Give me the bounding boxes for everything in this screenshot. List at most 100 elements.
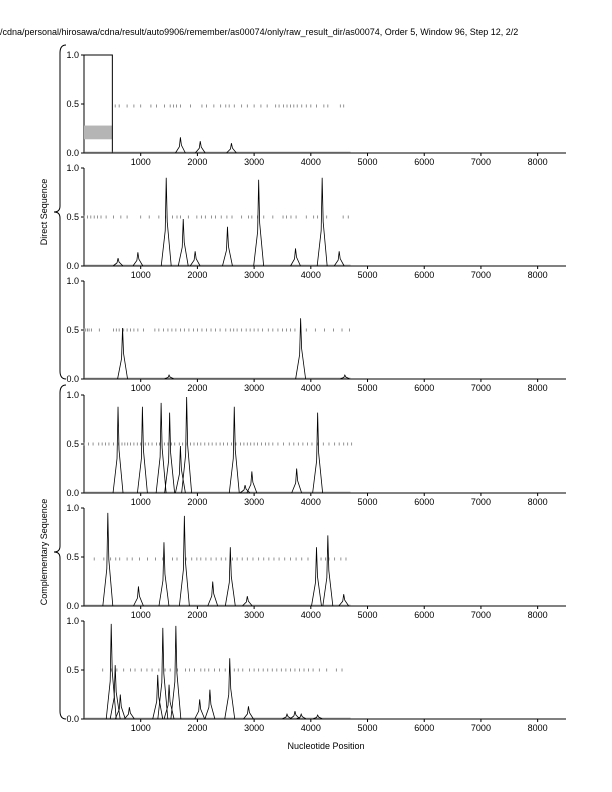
x-tick-label: 6000: [414, 270, 434, 280]
x-tick-label: 4000: [301, 610, 321, 620]
x-tick-label: 7000: [471, 610, 491, 620]
peak-line: [295, 318, 307, 380]
peak-line: [194, 141, 206, 154]
peak-line: [157, 627, 169, 720]
peak-line: [338, 594, 350, 607]
x-tick-label: 1000: [131, 723, 151, 733]
peak-line: [333, 251, 345, 267]
peak-line: [132, 252, 144, 267]
panel-1: 0.0 0.5 1.0 1000 2000 3000 4000 5000 6000 7000 800…: [66, 50, 566, 167]
x-tick-label: 3000: [244, 497, 264, 507]
y-tick-label: 0.0: [66, 601, 79, 611]
x-tick-label: 5000: [358, 270, 378, 280]
peak-line: [105, 623, 117, 720]
x-tick-label: 8000: [528, 157, 548, 167]
peak-line: [289, 711, 301, 720]
group-label: Direct Sequence: [39, 179, 49, 246]
panel-3: 0.0 0.5 1.0 1000 2000 3000 4000 5000 6000 7000 800…: [66, 276, 566, 393]
group-brackets-layer: Direct Sequence Complementary Sequence: [39, 44, 67, 720]
panels-layer: 0.0 0.5 1.0 1000 2000 3000 4000 5000 6000 7000 800…: [66, 50, 566, 733]
peak-line: [112, 258, 124, 267]
peak-line: [124, 707, 135, 720]
peak-line: [239, 485, 251, 494]
peak-line: [152, 674, 164, 720]
peak-line: [312, 412, 324, 494]
peak-line: [224, 658, 236, 720]
x-axis-label: Nucleotide Position: [287, 741, 364, 751]
peak-line: [117, 328, 128, 380]
x-tick-label: 7000: [471, 270, 491, 280]
x-tick-label: 2000: [187, 610, 207, 620]
peak-line: [291, 468, 303, 494]
peak-line: [160, 177, 172, 267]
x-tick-label: 3000: [244, 723, 264, 733]
y-tick-label: 1.0: [66, 50, 79, 60]
x-tick-label: 4000: [301, 157, 321, 167]
peak-line: [163, 684, 175, 720]
peak-line: [312, 714, 323, 720]
peak-line: [316, 177, 328, 267]
peak-line: [246, 471, 258, 494]
page-title: /cdna/personal/hirosawa/cdna/result/auto…: [0, 27, 519, 37]
x-tick-label: 6000: [414, 610, 434, 620]
highlight-gray-box: [84, 125, 113, 140]
peak-line: [228, 406, 240, 494]
peak-line: [163, 374, 175, 380]
x-tick-label: 8000: [528, 610, 548, 620]
peak-line: [133, 586, 144, 607]
x-tick-label: 8000: [528, 723, 548, 733]
x-tick-label: 8000: [528, 383, 548, 393]
peak-line: [322, 535, 334, 607]
group-bracket: [53, 384, 67, 720]
x-tick-label: 2000: [187, 723, 207, 733]
peak-line: [224, 547, 236, 607]
peak-line: [189, 251, 201, 267]
highlight-step: [84, 54, 113, 153]
x-tick-label: 6000: [414, 497, 434, 507]
peak-line: [170, 625, 182, 720]
peak-line: [194, 699, 206, 720]
peak-line: [243, 706, 254, 720]
y-tick-label: 0.5: [66, 439, 79, 449]
y-tick-label: 0.5: [66, 212, 79, 222]
y-tick-label: 0.0: [66, 714, 79, 724]
group-bracket: [53, 44, 67, 380]
x-tick-label: 6000: [414, 723, 434, 733]
x-tick-label: 2000: [187, 270, 207, 280]
peak-line: [178, 515, 190, 607]
x-tick-label: 4000: [301, 383, 321, 393]
x-tick-label: 7000: [471, 723, 491, 733]
x-tick-label: 3000: [244, 383, 264, 393]
peak-line: [177, 218, 189, 267]
y-tick-label: 0.5: [66, 665, 79, 675]
x-tick-label: 3000: [244, 610, 264, 620]
peak-line: [207, 581, 219, 607]
peak-line: [226, 143, 237, 154]
peak-line: [175, 137, 186, 154]
x-tick-label: 1000: [131, 610, 151, 620]
panel-4: 0.0 0.5 1.0 1000 2000 3000 4000 5000 6000 7000 800…: [66, 390, 566, 507]
peak-line: [164, 412, 176, 494]
peak-line: [339, 374, 351, 380]
peak-line: [296, 712, 307, 720]
x-tick-label: 1000: [131, 383, 151, 393]
panel-2: 0.0 0.5 1.0 1000 2000 3000 4000 5000 6000 7000 800…: [66, 163, 566, 280]
x-tick-label: 6000: [414, 157, 434, 167]
x-tick-label: 8000: [528, 497, 548, 507]
peak-line: [114, 694, 126, 720]
y-tick-label: 1.0: [66, 163, 79, 173]
x-tick-label: 5000: [358, 610, 378, 620]
y-tick-label: 1.0: [66, 276, 79, 286]
peak-line: [102, 512, 114, 607]
y-tick-label: 0.0: [66, 374, 79, 384]
y-tick-label: 0.5: [66, 99, 79, 109]
x-tick-label: 2000: [187, 383, 207, 393]
panel-6: 0.0 0.5 1.0 1000 2000 3000 4000 5000 6000 7000 800…: [66, 616, 566, 733]
peak-line: [281, 712, 293, 720]
y-tick-label: 0.0: [66, 261, 79, 271]
peak-line: [112, 406, 124, 494]
y-tick-label: 0.5: [66, 325, 79, 335]
peak-line: [181, 396, 193, 494]
x-tick-label: 4000: [301, 723, 321, 733]
